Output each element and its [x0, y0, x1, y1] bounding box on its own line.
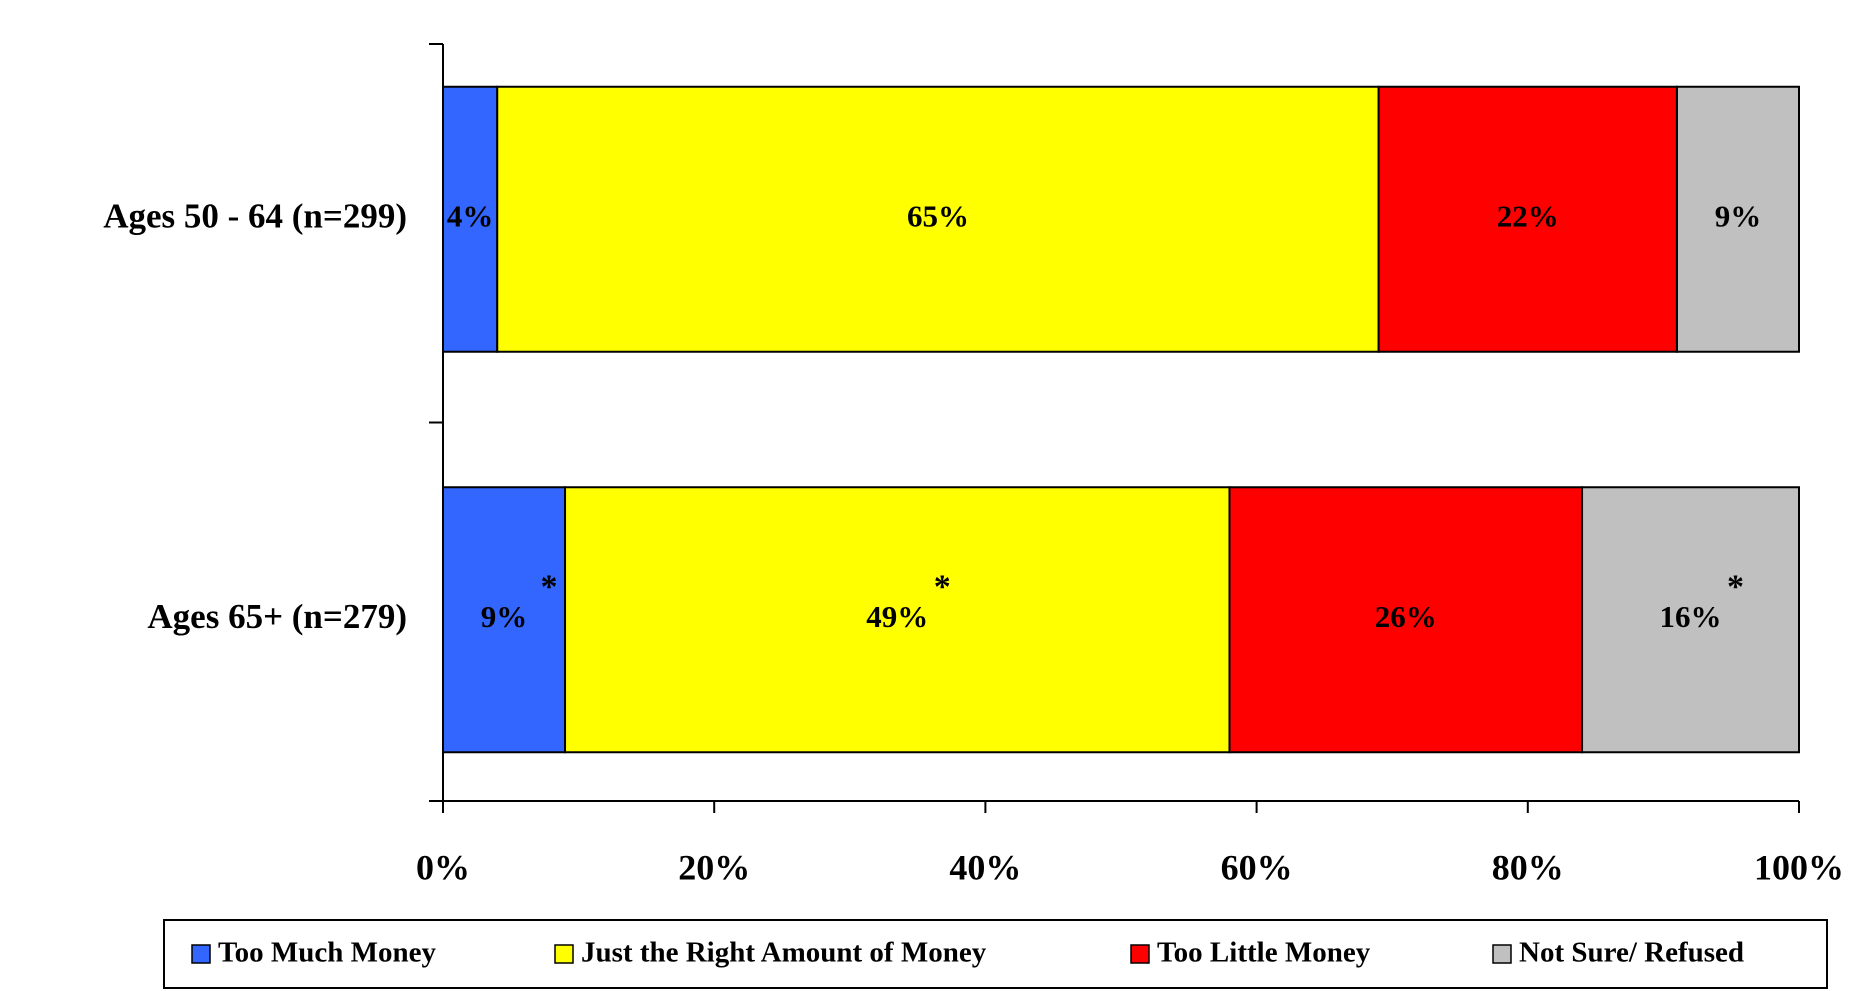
bar-segment [442, 486, 567, 754]
value-label: 26% [1375, 599, 1437, 634]
value-label: 65% [907, 198, 969, 233]
category-label: Ages 50 - 64 (n=299) [103, 196, 407, 235]
value-label: 16% [1660, 599, 1722, 634]
significance-mark: * [1727, 569, 1744, 606]
bar-segment [1228, 486, 1584, 754]
legend-label: Too Little Money [1157, 937, 1371, 969]
legend-label: Just the Right Amount of Money [581, 937, 987, 969]
legend-label: Too Much Money [218, 937, 437, 969]
bar-segment [564, 486, 1231, 754]
legend-swatch [554, 944, 574, 964]
bar-segment [442, 85, 499, 353]
x-tick-label: 80% [1492, 847, 1564, 887]
bar-segment [1581, 486, 1801, 754]
x-tick-label: 60% [1221, 847, 1293, 887]
value-label: 22% [1497, 198, 1559, 233]
value-label: 4% [447, 198, 494, 233]
legend-swatch [191, 944, 211, 964]
legend-box [163, 919, 1828, 989]
legend-swatch [1492, 944, 1512, 964]
value-label: 9% [481, 599, 528, 634]
x-tick-label: 40% [949, 847, 1021, 887]
value-label: 49% [866, 599, 928, 634]
x-tick-label: 100% [1754, 847, 1844, 887]
legend-swatch [1130, 944, 1150, 964]
bar-segment [496, 85, 1380, 353]
x-tick-label: 0% [416, 847, 470, 887]
value-label: 9% [1715, 198, 1762, 233]
category-label: Ages 65+ (n=279) [147, 597, 407, 636]
significance-mark: * [934, 569, 951, 606]
bar-segment [1675, 85, 1800, 353]
significance-mark: * [541, 569, 558, 606]
x-tick-label: 20% [678, 847, 750, 887]
bar-segment [1377, 85, 1678, 353]
legend-label: Not Sure/ Refused [1519, 937, 1744, 969]
